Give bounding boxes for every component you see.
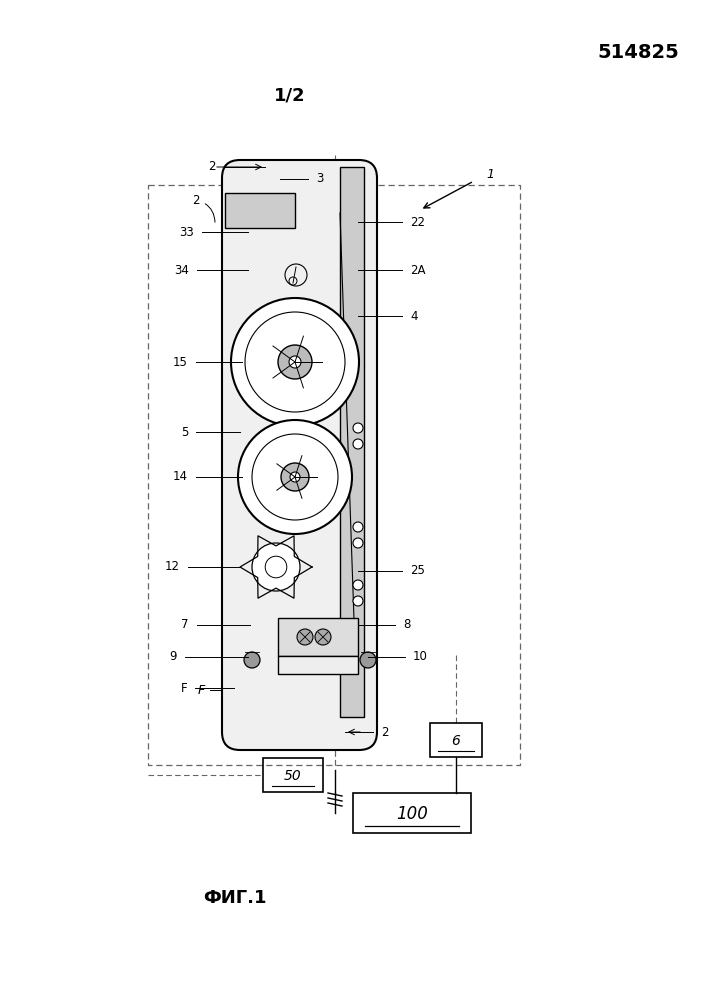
Text: F: F (198, 683, 205, 696)
Text: 9: 9 (170, 650, 177, 663)
Circle shape (244, 652, 260, 668)
Circle shape (315, 629, 331, 645)
Text: 15: 15 (173, 356, 188, 369)
Text: 7: 7 (182, 618, 189, 631)
Text: 4: 4 (410, 310, 417, 323)
Text: 10: 10 (413, 650, 428, 663)
Bar (225, 193, 295, 228)
Text: 33: 33 (179, 226, 194, 239)
Bar (340, 167, 364, 717)
Text: 2: 2 (209, 161, 216, 174)
Text: 22: 22 (410, 216, 425, 229)
Circle shape (360, 652, 376, 668)
Text: 14: 14 (173, 471, 188, 484)
Circle shape (353, 522, 363, 532)
Bar (278, 618, 358, 656)
Circle shape (353, 423, 363, 433)
Text: 2: 2 (192, 194, 215, 222)
Text: 34: 34 (174, 264, 189, 277)
Bar (353, 793, 471, 833)
Circle shape (252, 543, 300, 591)
Text: 2A: 2A (410, 264, 425, 277)
Text: 50: 50 (284, 769, 302, 783)
Text: 6: 6 (452, 734, 461, 748)
Text: 514825: 514825 (597, 43, 679, 62)
Text: 2: 2 (381, 725, 388, 738)
Text: 1/2: 1/2 (274, 86, 306, 104)
Circle shape (278, 345, 312, 379)
Text: 8: 8 (403, 618, 410, 631)
Text: 12: 12 (165, 560, 180, 573)
Circle shape (353, 439, 363, 449)
Text: 1: 1 (486, 169, 494, 182)
Circle shape (231, 298, 359, 426)
Text: 3: 3 (316, 173, 323, 186)
Circle shape (290, 472, 300, 482)
Circle shape (289, 356, 301, 368)
Circle shape (281, 463, 309, 491)
Bar (263, 758, 323, 792)
Text: 100: 100 (396, 805, 428, 823)
FancyBboxPatch shape (222, 160, 377, 750)
Circle shape (353, 538, 363, 548)
Text: 5: 5 (180, 426, 188, 439)
Text: ФИГ.1: ФИГ.1 (203, 889, 267, 907)
Bar (278, 656, 358, 674)
Circle shape (353, 596, 363, 606)
Text: 25: 25 (410, 564, 425, 577)
Bar (430, 723, 482, 757)
Circle shape (353, 580, 363, 590)
Circle shape (297, 629, 313, 645)
Circle shape (238, 420, 352, 534)
Text: F: F (180, 681, 187, 694)
